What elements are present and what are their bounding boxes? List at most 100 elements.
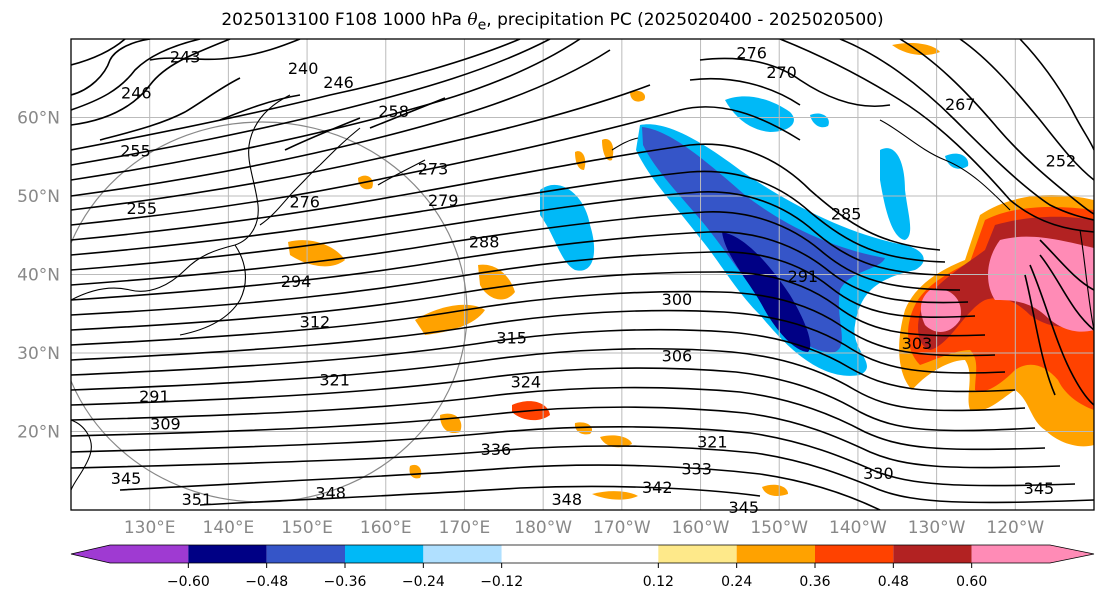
contour-label: 336 <box>481 440 512 459</box>
contour-label: 273 <box>418 160 449 179</box>
colorbar: −0.60 −0.48 −0.36 −0.24 −0.12 0.12 0.24 0.36 0.4… <box>70 544 1095 590</box>
precip-positive-patch-8 <box>592 491 638 500</box>
colorbar-tick-label: −0.48 <box>245 574 288 590</box>
contour-label: 324 <box>511 372 542 391</box>
precip-positive-patch-12 <box>575 151 586 170</box>
colorbar-tick-label: −0.24 <box>402 574 445 590</box>
precip-positive-patch-2 <box>478 264 515 300</box>
contour-label: 303 <box>902 334 933 353</box>
colorbar-tick-label: −0.36 <box>324 574 367 590</box>
contour-label: 255 <box>127 199 158 218</box>
contour-label: 258 <box>378 102 409 121</box>
longitude-tick-label: 150°E <box>281 518 333 538</box>
theta-subscript: e <box>477 17 487 34</box>
colorbar-tick-label: 0.36 <box>799 574 830 590</box>
colorbar-segment <box>188 545 267 563</box>
precip-positive-patch-9 <box>762 484 788 496</box>
contour-label: 279 <box>428 191 459 210</box>
colorbar-tick-label: 0.12 <box>643 574 674 590</box>
colorbar-segment <box>893 545 972 563</box>
contour-label: 306 <box>662 346 693 365</box>
precip-positive-patch-7 <box>574 422 593 435</box>
contour-label: 285 <box>831 204 862 223</box>
contour-label: 255 <box>120 141 151 160</box>
precip-negative-patch-5 <box>945 153 969 169</box>
coastlines <box>71 94 1094 491</box>
contour-label: 267 <box>945 95 976 114</box>
colorbar-segment <box>71 545 189 563</box>
contour-label: 345 <box>729 498 760 517</box>
colorbar-segment <box>423 545 502 563</box>
contour-label: 345 <box>111 469 142 488</box>
contour-label: 315 <box>496 328 527 347</box>
colorbar-segment <box>266 545 345 563</box>
theta-e-contours <box>71 39 1094 510</box>
precip-positive-patch-6 <box>600 435 632 448</box>
lat-lon-ticks: 60°N 50°N 40°N 30°N 20°N 130°E 140°E 150°E 160°E… <box>17 109 1044 539</box>
contour-label: 348 <box>551 490 582 509</box>
latitude-tick-label: 40°N <box>17 266 60 286</box>
longitude-tick-label: 130°W <box>908 518 966 538</box>
colorbar-tick-label: 0.60 <box>956 574 987 590</box>
contour-label: 291 <box>788 267 819 286</box>
longitude-tick-label: 180°W <box>514 518 572 538</box>
precip-negative-patch-1 <box>540 184 595 271</box>
colorbar-tick-label: −0.12 <box>480 574 523 590</box>
colorbar-tick-label: −0.60 <box>167 574 210 590</box>
precip-positive-pink-2 <box>920 289 961 332</box>
precip-positive-patch-15 <box>409 464 422 479</box>
contour-label: 321 <box>319 371 350 390</box>
contour-label: 300 <box>662 290 693 309</box>
precip-positive-pink <box>988 236 1094 332</box>
latitude-tick-label: 50°N <box>17 187 60 207</box>
colorbar-segment <box>971 545 1094 563</box>
title-suffix: , precipitation PC (2025020400 - 2025020… <box>486 10 884 30</box>
colorbar-segment <box>815 545 894 563</box>
precip-positive-patch-11 <box>602 139 614 161</box>
colorbar-outline <box>70 544 1095 564</box>
longitude-tick-label: 160°W <box>672 518 730 538</box>
longitude-tick-label: 130°E <box>124 518 176 538</box>
contour-label: 312 <box>300 313 331 332</box>
contour-label: 321 <box>697 433 728 452</box>
title-prefix: 2025013100 F108 1000 hPa <box>221 10 468 30</box>
precip-negative-patch-3 <box>880 148 911 240</box>
contour-label: 240 <box>288 59 319 78</box>
contour-label: 345 <box>1024 479 1055 498</box>
contour-label: 342 <box>642 478 673 497</box>
longitude-tick-label: 140°E <box>203 518 255 538</box>
precip-negative-patch-2 <box>725 96 794 132</box>
map-frame <box>70 38 1095 511</box>
longitude-tick-label: 150°W <box>750 518 808 538</box>
contour-label: 333 <box>681 459 712 478</box>
precip-positive-patch-16 <box>630 90 646 102</box>
latitude-tick-label: 30°N <box>17 344 60 364</box>
contour-label: 252 <box>1046 152 1077 171</box>
map-title: 2025013100 F108 1000 hPa θe, precipitati… <box>0 10 1105 33</box>
colorbar-tick-label: 0.24 <box>721 574 752 590</box>
longitude-tick-label: 120°W <box>986 518 1044 538</box>
latitude-tick-label: 60°N <box>17 109 60 129</box>
colorbar-segment <box>501 545 659 563</box>
latitude-tick-label: 20°N <box>17 423 60 443</box>
colorbar-segment <box>658 545 737 563</box>
precip-positive-patch-5 <box>440 413 462 434</box>
colorbar-segment <box>736 545 815 563</box>
contour-label: 246 <box>121 83 152 102</box>
contour-label: 291 <box>139 387 170 406</box>
contour-label: 309 <box>150 415 181 434</box>
contour-label: 351 <box>182 490 213 509</box>
colorbar-tick-label: 0.48 <box>878 574 909 590</box>
map-area <box>71 39 1094 510</box>
precip-positive-patch-14 <box>1043 420 1090 436</box>
longitude-tick-label: 170°W <box>593 518 651 538</box>
colorbar-segment <box>345 545 424 563</box>
contour-label: 243 <box>170 47 201 66</box>
contour-label: 348 <box>315 484 346 503</box>
contour-label: 294 <box>281 272 312 291</box>
contour-label: 330 <box>863 464 894 483</box>
contour-label: 288 <box>469 233 500 252</box>
contour-label: 276 <box>736 43 767 62</box>
